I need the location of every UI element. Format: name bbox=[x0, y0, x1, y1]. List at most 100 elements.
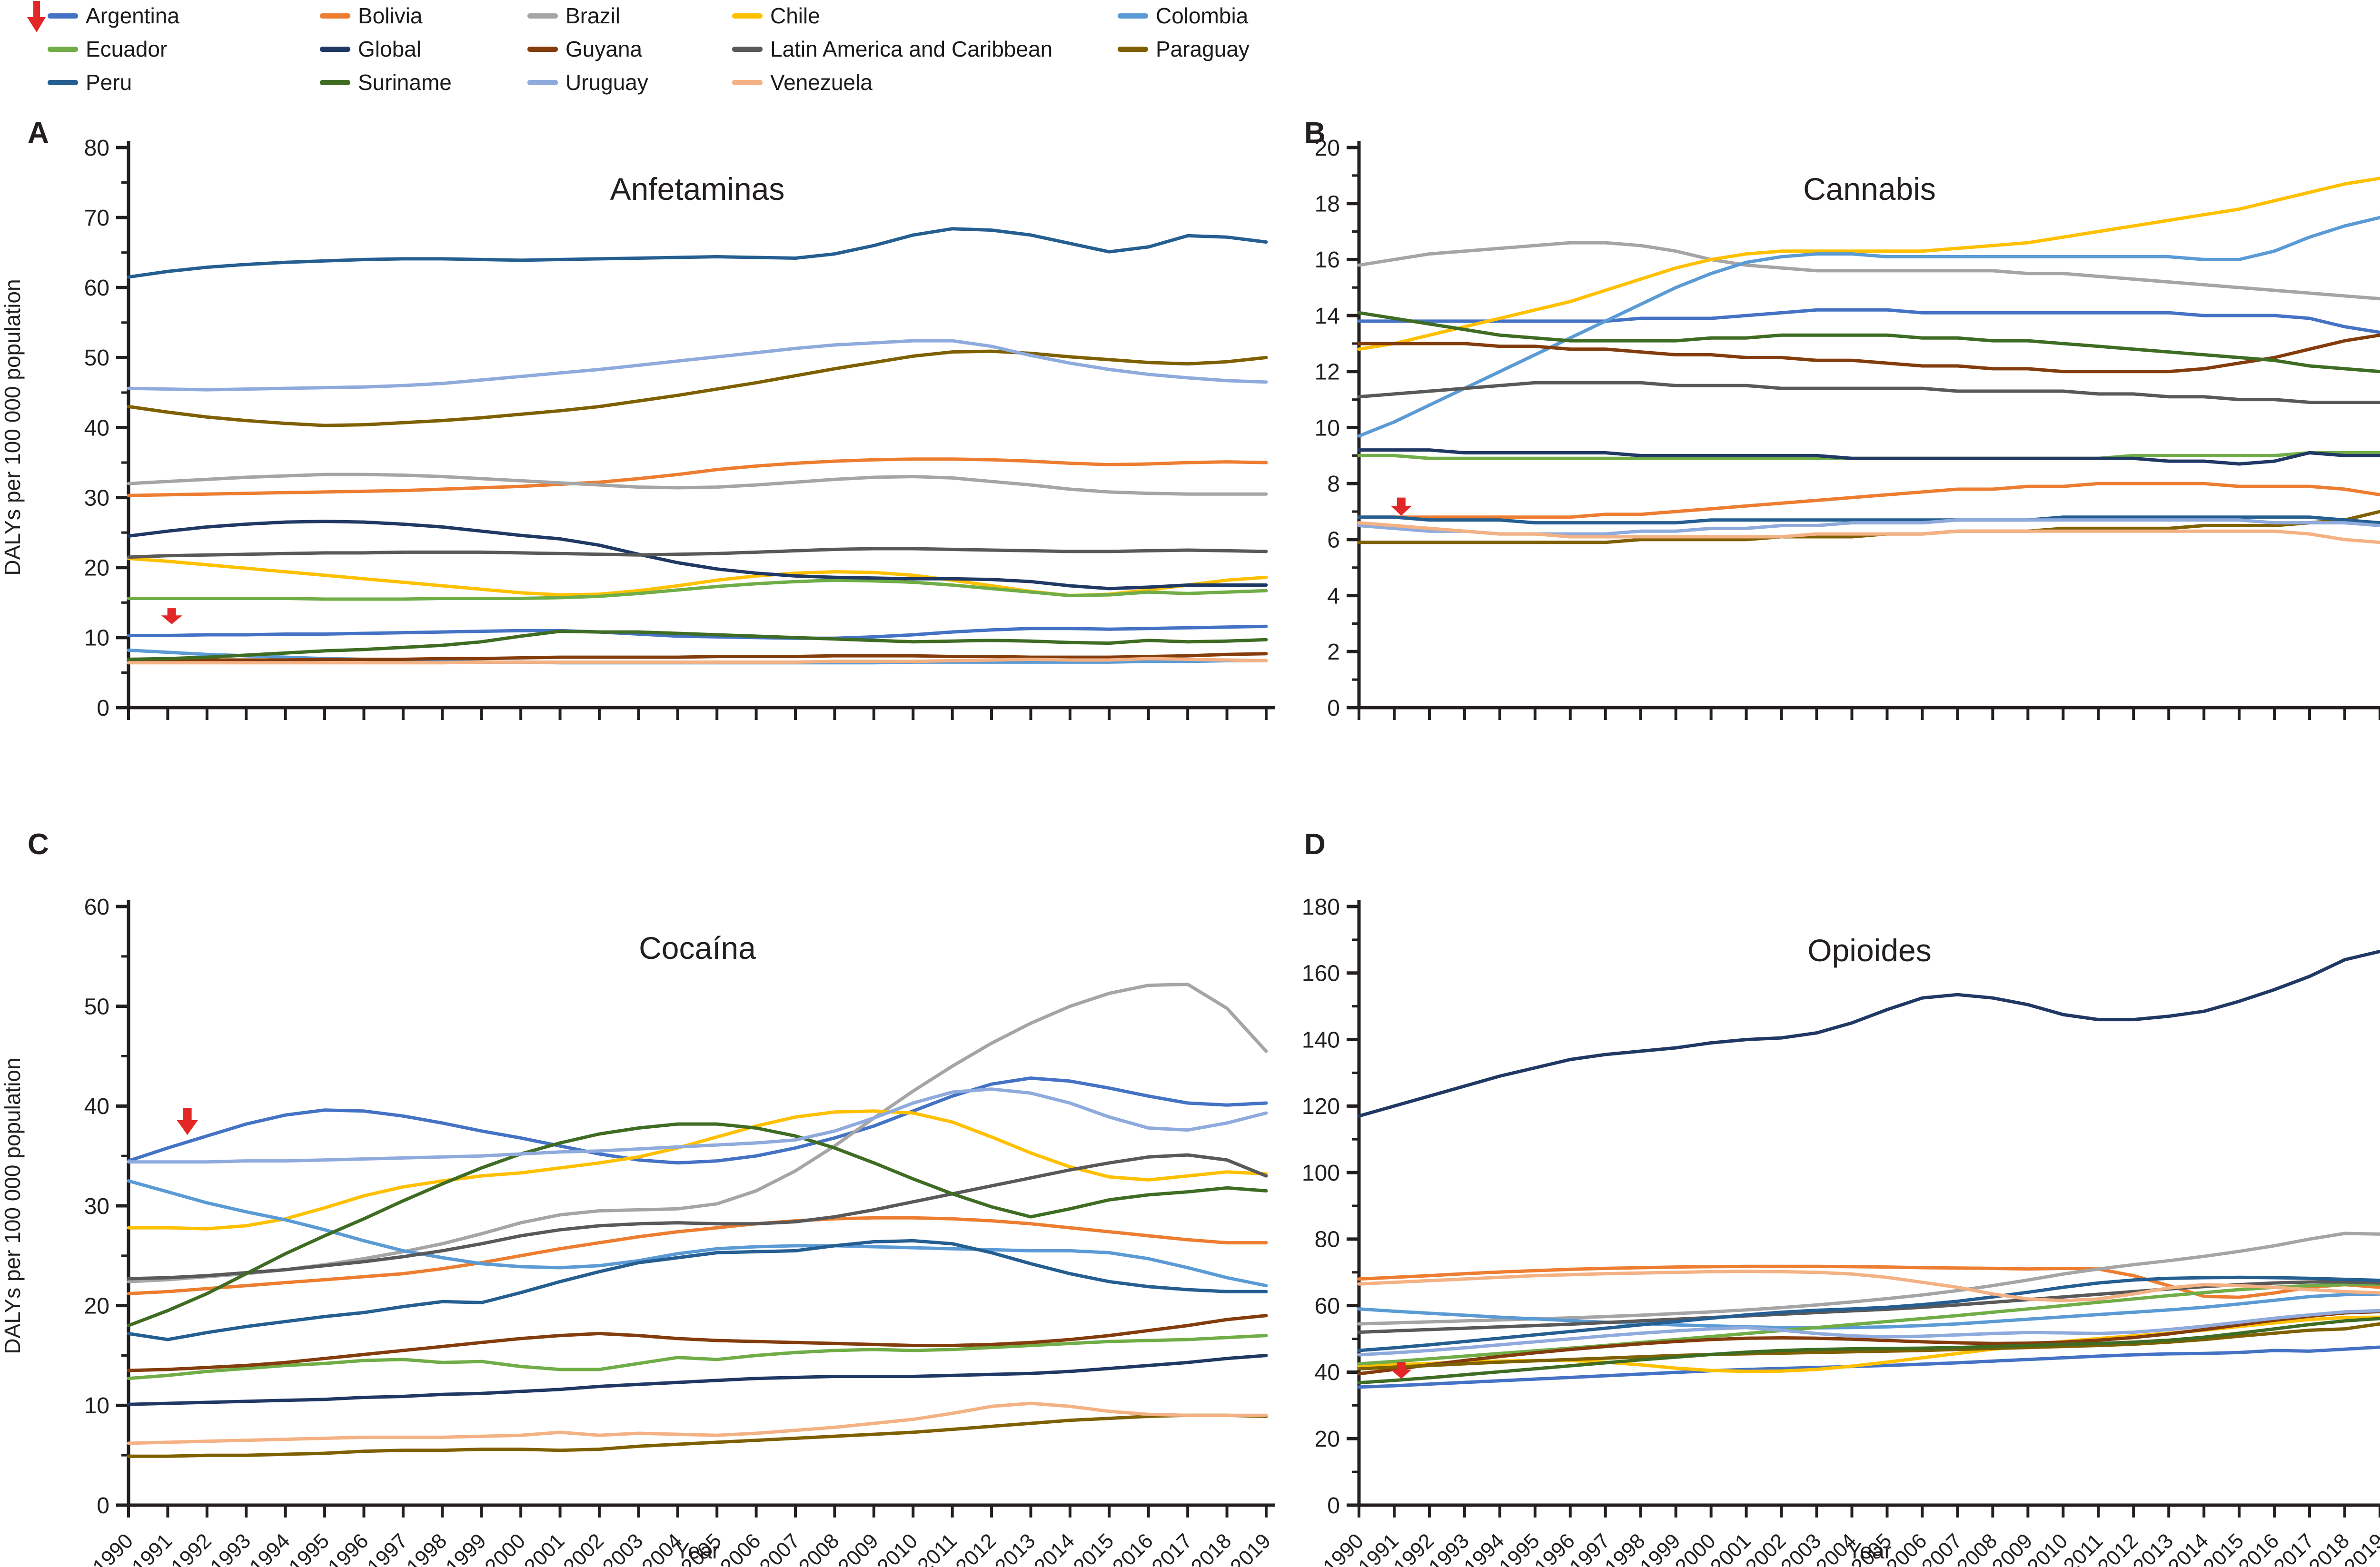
series-line-ecuador bbox=[1357, 1283, 2380, 1366]
y-axis-title: DALYs per 100 000 population bbox=[0, 1057, 25, 1354]
legend-label: Uruguay bbox=[565, 70, 648, 95]
svg-text:20: 20 bbox=[84, 1293, 109, 1319]
x-tick-labels bbox=[1358, 708, 2380, 720]
y-tick-labels: 0 10 20 30 40 50 60 bbox=[84, 895, 129, 1518]
legend-item-paraguay: Paraguay bbox=[1118, 35, 1250, 63]
panel-letter: C bbox=[28, 828, 49, 861]
series-line-latin-america-and-caribbean bbox=[127, 1153, 1268, 1281]
legend-label: Brazil bbox=[565, 3, 621, 28]
series-line-uruguay bbox=[127, 1087, 1268, 1164]
legend-item-brazil: Brazil bbox=[527, 2, 620, 30]
series-line-paraguay bbox=[127, 1413, 1268, 1458]
svg-text:0: 0 bbox=[97, 1493, 109, 1518]
series-line-brazil bbox=[127, 983, 1268, 1283]
legend-swatch-uruguay bbox=[527, 79, 558, 85]
legend-swatch-suriname bbox=[320, 79, 350, 85]
svg-text:0: 0 bbox=[97, 696, 109, 721]
chart-d: 0204060801001201401601801990199119921993… bbox=[1302, 828, 2380, 1567]
legend-swatch-global bbox=[320, 46, 350, 52]
panel-b-cannabis: 0 2 4 6 8 10 12 14 16 18 20 B Cannabis bbox=[1285, 105, 2380, 771]
chart-c: 0102030405060199019911992199319941995199… bbox=[0, 828, 1275, 1567]
series-line-chile bbox=[127, 1109, 1268, 1231]
series-line-ecuador bbox=[127, 578, 1268, 601]
y-tick-labels: 0 10 20 30 40 50 60 70 80 bbox=[84, 136, 129, 721]
legend-swatch-peru bbox=[48, 79, 78, 85]
legend-red-arrow-icon bbox=[27, 1, 46, 32]
x-tick-labels bbox=[127, 708, 1268, 720]
y-tick-labels: 0 20 40 60 80 100 120 140 160 180 bbox=[1302, 895, 1359, 1518]
legend-label: Bolivia bbox=[358, 3, 423, 28]
series-line-colombia bbox=[127, 1179, 1268, 1288]
svg-text:120: 120 bbox=[1302, 1094, 1340, 1119]
svg-text:8: 8 bbox=[1327, 472, 1340, 497]
legend-swatch-ecuador bbox=[48, 46, 78, 52]
legend-swatch-bolivia bbox=[320, 13, 350, 19]
svg-text:80: 80 bbox=[84, 136, 109, 161]
series-line-global bbox=[127, 1354, 1268, 1406]
series-line-peru bbox=[1357, 1275, 2380, 1352]
series-line-colombia bbox=[1357, 216, 2380, 438]
legend-swatch-argentina bbox=[48, 13, 78, 19]
panel-a-anfetaminas: 0 10 20 30 40 50 60 70 80 A Anfetaminas DALYs per 1… bbox=[0, 105, 1285, 771]
legend-swatch-colombia bbox=[1118, 13, 1148, 19]
annotation-arrow-d bbox=[1390, 1362, 1412, 1379]
panel-title: Cocaína bbox=[639, 930, 756, 966]
chart-a: 0 10 20 30 40 50 60 70 80 A Anfetaminas DALYs per 1… bbox=[0, 117, 1275, 721]
series-line-brazil bbox=[1357, 241, 2380, 301]
legend-label: Guyana bbox=[565, 37, 643, 61]
legend-item-colombia: Colombia bbox=[1118, 2, 1248, 30]
series-line-bolivia bbox=[127, 1216, 1268, 1295]
panel-title: Anfetaminas bbox=[610, 171, 785, 207]
svg-text:60: 60 bbox=[1315, 1293, 1340, 1319]
x-axis-title: Year bbox=[675, 1538, 720, 1563]
legend-item-uruguay: Uruguay bbox=[527, 69, 648, 96]
series-line-peru bbox=[1357, 515, 2380, 525]
svg-text:60: 60 bbox=[84, 276, 109, 301]
svg-text:16: 16 bbox=[1315, 247, 1340, 273]
series-line-peru bbox=[127, 227, 1268, 279]
svg-text:80: 80 bbox=[1315, 1227, 1340, 1252]
series-line-suriname bbox=[127, 630, 1268, 661]
series-line-suriname bbox=[1357, 1317, 2380, 1385]
series-line-latin-america-and-caribbean bbox=[1357, 381, 2380, 404]
svg-text:40: 40 bbox=[84, 415, 109, 441]
x-axis-title: Year bbox=[1847, 1538, 1892, 1563]
svg-text:20: 20 bbox=[84, 556, 109, 581]
series-line-venezuela bbox=[1357, 521, 2380, 544]
legend-label: Latin America and Caribbean bbox=[770, 37, 1053, 61]
panel-letter: A bbox=[28, 117, 49, 149]
svg-text:70: 70 bbox=[84, 206, 109, 231]
svg-text:10: 10 bbox=[84, 1393, 109, 1419]
series-line-guyana bbox=[127, 652, 1268, 662]
svg-text:60: 60 bbox=[84, 895, 109, 920]
legend-item-venezuela: Venezuela bbox=[732, 69, 873, 96]
svg-text:14: 14 bbox=[1315, 304, 1340, 329]
series-line-venezuela bbox=[1357, 1270, 2380, 1302]
series-line-global bbox=[1357, 448, 2380, 466]
panel-letter: B bbox=[1304, 117, 1326, 149]
series-line-bolivia bbox=[1357, 1264, 2380, 1299]
legend-swatch-latin-america-and-caribbean bbox=[732, 46, 763, 52]
svg-text:30: 30 bbox=[84, 1194, 109, 1219]
svg-text:40: 40 bbox=[1315, 1360, 1340, 1385]
legend-label: Paraguay bbox=[1156, 37, 1250, 61]
svg-text:50: 50 bbox=[84, 345, 109, 371]
svg-text:2: 2 bbox=[1327, 640, 1340, 665]
series-line-guyana bbox=[127, 1314, 1268, 1372]
series-line-paraguay bbox=[1357, 1322, 2380, 1370]
legend-swatch-brazil bbox=[527, 13, 558, 19]
series-line-paraguay bbox=[127, 349, 1268, 427]
svg-text:0: 0 bbox=[1327, 696, 1340, 721]
svg-text:10: 10 bbox=[1315, 415, 1340, 441]
legend-label: Argentina bbox=[86, 3, 179, 28]
legend-item-guyana: Guyana bbox=[527, 35, 642, 63]
legend-item-ecuador: Ecuador bbox=[48, 35, 167, 63]
legend-label: Suriname bbox=[358, 70, 452, 95]
legend-item-bolivia: Bolivia bbox=[320, 2, 423, 30]
svg-text:12: 12 bbox=[1315, 360, 1340, 385]
legend-label: Chile bbox=[770, 3, 820, 28]
series-line-chile bbox=[1357, 177, 2380, 351]
svg-text:160: 160 bbox=[1302, 961, 1340, 986]
svg-text:20: 20 bbox=[1315, 1427, 1340, 1452]
